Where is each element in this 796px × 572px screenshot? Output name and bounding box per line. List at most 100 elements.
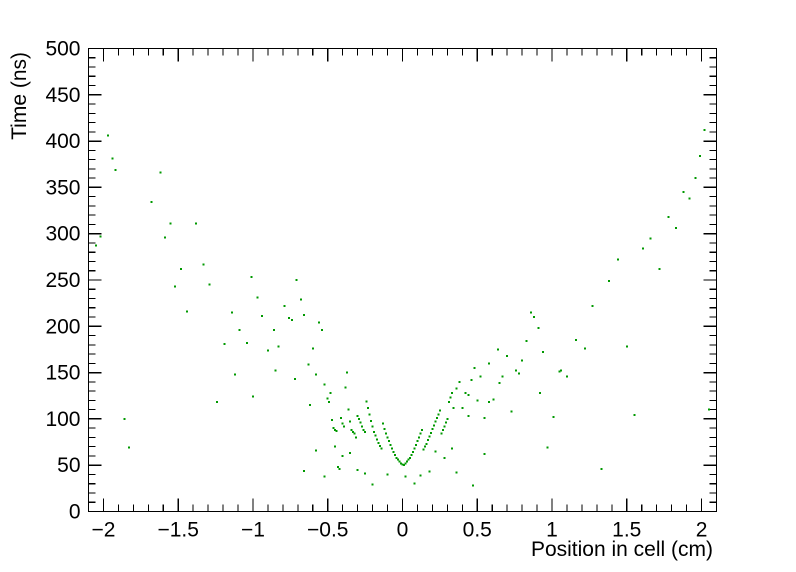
scatter-point	[402, 464, 405, 467]
scatter-point	[471, 484, 474, 487]
scatter-point	[625, 345, 628, 348]
x-tick-label: −2	[91, 519, 115, 542]
scatter-point	[245, 341, 248, 344]
scatter-point	[371, 425, 374, 428]
scatter-point	[411, 451, 414, 454]
y-tick-label: 200	[45, 315, 80, 338]
y-axis-ticks	[88, 47, 717, 513]
scatter-point	[260, 315, 263, 318]
scatter-point	[447, 401, 450, 404]
y-tick-label: 400	[45, 130, 80, 153]
scatter-point	[428, 435, 431, 438]
scatter-point	[444, 421, 447, 424]
scatter-point	[389, 443, 392, 446]
scatter-point	[302, 469, 305, 472]
scatter-point	[373, 430, 376, 433]
scatter-point	[400, 462, 403, 465]
scatter-point	[359, 421, 362, 424]
scatter-point	[238, 329, 241, 332]
y-tick-label: 450	[45, 84, 80, 107]
scatter-point	[379, 444, 382, 447]
scatter-point	[386, 436, 389, 439]
scatter-point	[114, 168, 117, 171]
scatter-point	[290, 318, 293, 321]
scatter-point	[416, 440, 419, 443]
scatter-point	[395, 456, 398, 459]
scatter-point	[483, 453, 486, 456]
scatter-point	[497, 348, 500, 351]
scatter-point	[353, 432, 356, 435]
scatter-point	[266, 349, 269, 352]
scatter-point	[335, 429, 338, 432]
scatter-point	[682, 191, 685, 194]
scatter-point	[539, 391, 542, 394]
x-tick-label: −1.5	[157, 519, 198, 542]
scatter-point	[356, 415, 359, 418]
scatter-point	[331, 418, 334, 421]
scatter-point	[440, 432, 443, 435]
scatter-point	[367, 406, 370, 409]
scatter-point	[450, 447, 453, 450]
scatter-point	[283, 304, 286, 307]
scatter-point	[394, 454, 397, 457]
x-axis-ticks	[87, 48, 718, 512]
x-tick-label: 0.5	[463, 519, 492, 542]
scatter-point	[419, 474, 422, 477]
scatter-point	[616, 258, 619, 261]
scatter-point	[293, 378, 296, 381]
scatter-point	[341, 422, 344, 425]
scatter-point	[404, 475, 407, 478]
y-tick-label: 50	[57, 454, 80, 477]
scatter-point	[377, 441, 380, 444]
scatter-point	[434, 420, 437, 423]
scatter-point	[272, 329, 275, 332]
scatter-point	[307, 363, 310, 366]
scatter-point	[392, 451, 395, 454]
scatter-point	[374, 434, 377, 437]
scatter-point	[388, 440, 391, 443]
scatter-point	[420, 429, 423, 432]
scatter-point	[455, 387, 458, 390]
scatter-point	[349, 452, 352, 455]
scatter-point	[99, 235, 102, 238]
scatter-point	[419, 432, 422, 435]
x-tick-label: 2	[696, 519, 708, 542]
y-tick-label: 100	[45, 408, 80, 431]
y-tick-label: 250	[45, 269, 80, 292]
scatter-point	[492, 398, 495, 401]
scatter-point	[515, 369, 518, 372]
scatter-point	[408, 456, 411, 459]
scatter-point	[295, 279, 298, 281]
scatter-point	[398, 460, 401, 463]
scatter-point	[302, 314, 305, 317]
y-axis-title: Time (ns)	[8, 52, 31, 140]
scatter-point	[525, 340, 528, 343]
scatter-point	[231, 311, 234, 314]
y-tick-label: 150	[45, 362, 80, 385]
scatter-point	[675, 227, 678, 230]
scatter-point	[649, 237, 652, 240]
scatter-point	[328, 401, 331, 404]
scatter-point	[346, 371, 349, 374]
scatter-point	[498, 381, 501, 384]
scatter-point	[488, 362, 491, 365]
scatter-point	[370, 419, 373, 422]
scatter-point	[216, 401, 219, 404]
scatter-point	[449, 396, 452, 399]
scatter-point	[106, 134, 109, 137]
scatter-point	[708, 408, 711, 411]
scatter-point	[488, 401, 491, 404]
scatter-point	[163, 236, 166, 239]
scatter-point	[501, 375, 504, 378]
scatter-point	[600, 467, 603, 470]
scatter-point	[380, 447, 383, 450]
scatter-point	[464, 391, 467, 394]
scatter-point	[299, 298, 302, 301]
scatter-point	[537, 327, 540, 330]
scatter-point	[337, 466, 340, 469]
scatter-points	[94, 128, 711, 487]
scatter-point	[376, 438, 379, 441]
scatter-point	[341, 454, 344, 457]
scatter-point	[223, 342, 226, 345]
scatter-point	[446, 417, 449, 420]
